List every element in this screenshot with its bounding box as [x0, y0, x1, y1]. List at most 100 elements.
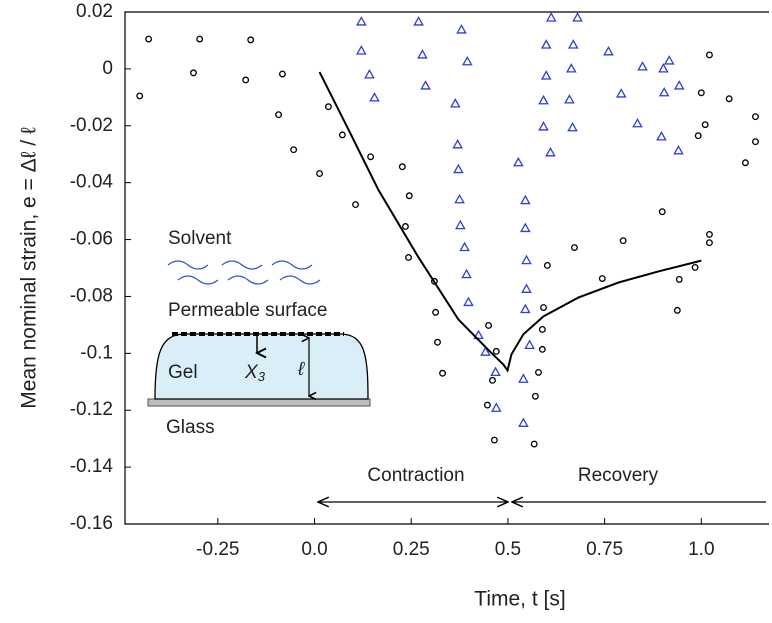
triangle-point	[452, 139, 463, 149]
circle-point	[136, 92, 144, 100]
triangle-point	[450, 98, 461, 108]
circle-point	[705, 230, 713, 238]
circle-point	[701, 121, 709, 129]
triangle-point	[521, 254, 532, 265]
y-tick-label: -0.06	[70, 229, 113, 250]
y-tick-label: -0.14	[70, 456, 114, 477]
triangle-point	[356, 45, 367, 55]
triangle-point	[518, 417, 529, 427]
x3-sub: 3	[258, 369, 266, 384]
circle-point	[598, 275, 606, 282]
circle-point	[619, 237, 627, 245]
triangle-point	[567, 39, 579, 49]
triangle-point	[615, 88, 627, 98]
circle-point	[725, 95, 733, 103]
triangle-point	[490, 366, 501, 377]
inset-diagram: Solvent Permeable surface Gel X3 ℓ Glass	[147, 228, 371, 438]
triangle-point	[420, 80, 431, 90]
circle-point	[697, 89, 705, 97]
circle-point	[430, 277, 438, 285]
triangle-point	[658, 86, 670, 97]
triangle-point	[540, 39, 552, 49]
circle-point	[752, 138, 759, 146]
triangle-point	[538, 94, 549, 105]
triangle-point	[454, 193, 465, 204]
circle-point	[530, 440, 538, 448]
circle-point	[540, 304, 547, 311]
circle-point	[405, 192, 413, 200]
circle-point	[673, 306, 681, 314]
inset-label: Solvent	[168, 228, 232, 249]
y-tick-label: 0.02	[76, 1, 113, 22]
annotation: Recovery	[578, 465, 659, 486]
inset-label: X3	[244, 362, 266, 384]
inset-label: Glass	[166, 417, 215, 438]
circle-point	[490, 436, 498, 444]
circle-point	[531, 392, 539, 400]
triangle-point	[491, 402, 502, 412]
circle-point	[485, 322, 493, 329]
y-tick-label: -0.08	[70, 285, 113, 306]
x3: X	[244, 362, 259, 383]
circle-point	[247, 36, 255, 44]
x-tick-label: -0.25	[196, 539, 239, 560]
circle-point	[145, 35, 153, 43]
triangle-point	[513, 156, 524, 167]
circle-point	[352, 201, 359, 209]
circle-point	[290, 146, 298, 154]
triangle-point	[567, 121, 578, 132]
triangle-point	[566, 63, 577, 73]
circle-point	[705, 239, 713, 247]
triangle-point	[656, 131, 667, 141]
triangle-point	[545, 12, 557, 22]
phase-arrows: Contraction Recovery	[318, 465, 766, 502]
triangle-point	[637, 61, 648, 71]
triangle-point	[480, 346, 491, 356]
triangle-point	[632, 117, 643, 128]
circle-point	[752, 113, 759, 121]
model-line	[318, 71, 702, 373]
triangle-point	[356, 16, 367, 26]
circle-point	[741, 159, 749, 167]
triangle-point	[524, 339, 535, 350]
circle-point	[196, 35, 204, 43]
y-tick-label: -0.12	[70, 399, 113, 420]
triangle-point	[572, 12, 583, 22]
solvent-waves	[167, 260, 321, 285]
circle-point	[324, 103, 332, 111]
triangle-point	[520, 303, 531, 314]
circle-point	[538, 325, 546, 333]
triangle-point	[369, 92, 380, 102]
triangle-point	[461, 55, 473, 66]
circle-point	[316, 170, 324, 178]
triangle-point	[673, 80, 685, 90]
circle-point	[398, 163, 406, 171]
x-tick-label: 0.25	[393, 539, 430, 560]
inset-label: ℓ	[297, 359, 305, 380]
triangle-point	[417, 49, 428, 59]
axes-frame	[124, 11, 769, 525]
circle-point	[535, 368, 542, 376]
x-tick-label: 1.0	[688, 539, 714, 560]
circle-point	[401, 223, 409, 230]
circle-point	[675, 275, 683, 283]
circle-point	[190, 69, 197, 77]
inset-label: Gel	[168, 362, 198, 383]
triangle-point	[545, 146, 556, 157]
circle-point	[367, 153, 375, 161]
annotation: Contraction	[367, 465, 464, 486]
circle-point	[439, 369, 447, 377]
inset-label: Permeable surface	[168, 300, 327, 321]
circle-point	[488, 376, 496, 384]
circle-point	[694, 132, 702, 140]
triangle-point	[461, 268, 472, 279]
triangle-point	[663, 55, 675, 65]
y-tick-label: -0.02	[70, 115, 113, 136]
triangle-point	[520, 222, 531, 233]
triangle-point	[540, 70, 552, 80]
triangle-point	[413, 16, 424, 26]
circle-point	[405, 254, 412, 261]
x-tick-label: 0.0	[301, 539, 327, 560]
triangle-point	[520, 194, 531, 205]
